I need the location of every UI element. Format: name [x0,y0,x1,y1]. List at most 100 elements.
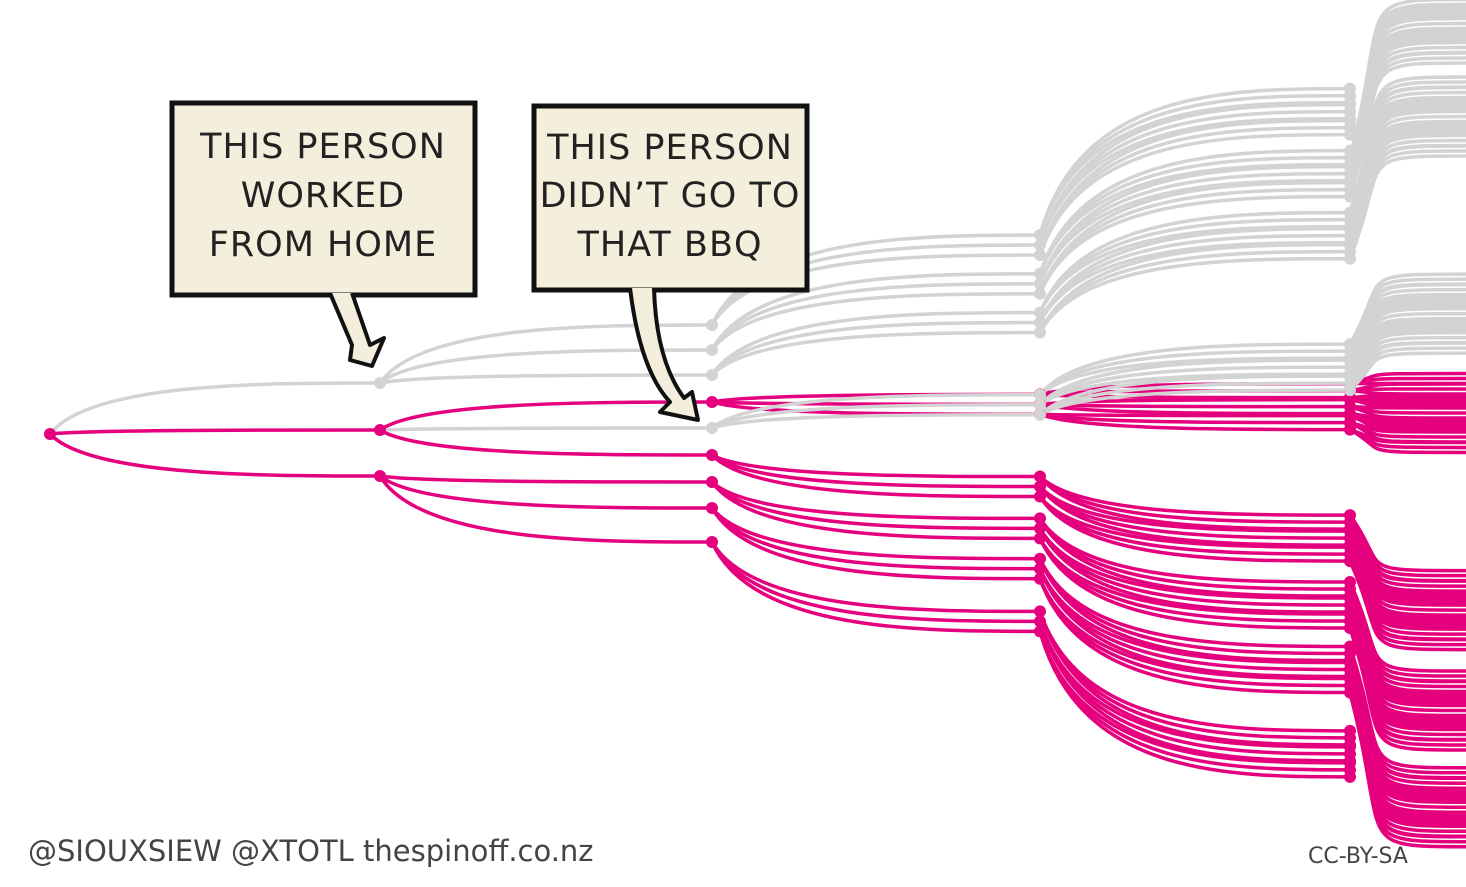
transmission-line [1038,576,1352,695]
transmission-line [1038,536,1352,623]
transmission-line [710,243,1042,327]
person-node [1034,287,1046,300]
transmission-line [710,253,1042,327]
person-node [1034,408,1046,421]
transmission-line [1038,178,1352,286]
transmission-line [1038,474,1352,517]
transmission-line [378,474,714,544]
transmission-line [1038,358,1352,407]
transmission-line [1348,61,1466,199]
transmission-line [1038,619,1352,763]
transmission-line [378,474,714,510]
transmission-line [1038,372,1352,407]
transmission-line [48,432,382,478]
transmission-line [710,282,1042,352]
person-node [1034,398,1046,411]
person-node [706,449,718,461]
transmission-line [1038,556,1352,663]
person-node [374,470,386,482]
person-node [706,502,718,514]
person-node [1344,686,1356,699]
transmission-line [1038,494,1352,549]
person-node [1034,605,1046,618]
person-node [1034,229,1046,242]
transmission-line [1038,412,1352,418]
transmission-line [1038,516,1352,584]
transmission-line [1038,484,1352,540]
transmission-line [1038,474,1352,531]
person-node [1344,128,1356,141]
transmission-line [710,506,1042,561]
transmission-line [1038,609,1352,747]
person-node [1034,522,1046,535]
transmission-line [1038,536,1352,630]
person-node [374,377,386,389]
person-node [1344,384,1356,397]
transmission-line [1038,381,1352,417]
transmission-line [1038,629,1352,779]
callout-line: DIDN’T GO TO [540,176,801,216]
transmission-line [1038,536,1352,616]
infection-tree [44,0,1466,849]
callout-worked-from-home: THIS PERSON WORKED FROM HOME [169,100,478,368]
transmission-line [1038,100,1352,237]
person-node [1344,770,1356,783]
transmission-line [710,540,1042,614]
transmission-line [378,426,714,432]
transmission-line [1038,494,1352,556]
transmission-line [1038,474,1352,524]
transmission-line [710,506,1042,571]
person-node [1034,267,1046,280]
callout-arrow [328,292,386,368]
person-node [1034,562,1046,575]
transmission-line [1038,388,1352,417]
person-node [1034,552,1046,565]
credit: @SIOUXSIEW @XTOTL thespinoff.co.nz [28,834,594,868]
license: CC-BY-SA [1308,844,1408,869]
transmission-line [1038,566,1352,679]
transmission-line [378,400,714,432]
person-node [44,428,56,440]
transmission-line [1038,484,1352,547]
person-node [1034,316,1046,329]
transmission-line [710,453,1042,499]
person-node [1034,249,1046,262]
transmission-line [1038,526,1352,607]
transmission-line [48,428,382,436]
transmission-line [1038,349,1352,397]
callout-line: THIS PERSON [546,128,793,168]
person-node [706,476,718,488]
person-node [1034,239,1046,252]
transmission-line [1348,351,1466,392]
transmission-line [1348,427,1466,455]
transmission-line [1038,412,1352,425]
transmission-line [1038,356,1352,397]
transmission-line [710,540,1042,634]
person-node [374,424,386,436]
person-node [706,536,718,548]
transmission-line [48,381,382,436]
transmission-line [710,480,1042,541]
person-node [1344,555,1356,568]
person-node [1034,326,1046,339]
person-node [1034,388,1046,401]
transmission-line [710,272,1042,352]
person-node [1034,512,1046,525]
callout-line: THIS PERSON [199,127,446,167]
transmission-line [1038,132,1352,257]
person-node [706,319,718,331]
person-node [1034,480,1046,493]
person-node [706,396,718,408]
callout-line: THAT BBQ [577,225,763,265]
transmission-line [710,233,1042,327]
callout-line: FROM HOME [209,225,438,265]
person-node [1034,277,1046,290]
transmission-line [1038,116,1352,247]
callout-line: WORKED [241,176,406,216]
transmission-line [1038,374,1352,417]
transmission-line [1348,559,1466,652]
person-node [1034,306,1046,319]
transmission-line [710,506,1042,581]
transmission-line [1038,494,1352,563]
